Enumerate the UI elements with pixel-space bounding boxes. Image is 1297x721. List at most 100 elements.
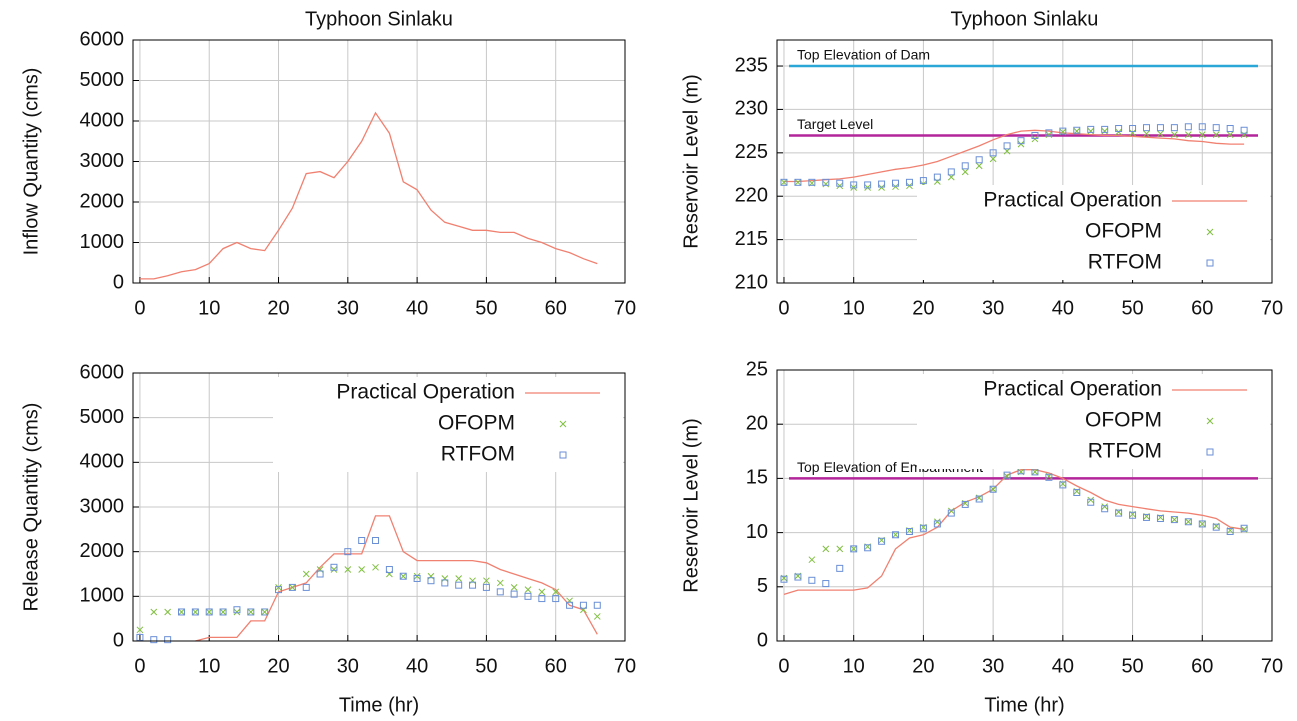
cross-marker xyxy=(164,608,172,616)
cross-marker xyxy=(1101,127,1109,135)
x-axis-label: Time (hr) xyxy=(984,694,1064,716)
square-marker xyxy=(822,580,830,588)
cross-marker xyxy=(1240,131,1248,138)
cross-marker xyxy=(427,572,435,580)
x-tick-label: 40 xyxy=(406,297,428,319)
cross-marker xyxy=(822,180,830,188)
square-marker xyxy=(933,520,941,528)
cross-marker xyxy=(289,584,296,591)
x-axis-label: Time (hr) xyxy=(339,694,419,716)
square-marker xyxy=(413,574,421,582)
square-marker xyxy=(1143,124,1151,132)
y-tick-label: 1000 xyxy=(80,231,125,253)
x-tick-label: 60 xyxy=(1191,655,1213,677)
square-marker xyxy=(372,537,380,544)
plot-frame xyxy=(776,369,1273,642)
x-tick-label: 30 xyxy=(982,655,1004,677)
square-marker xyxy=(552,595,560,603)
square-marker xyxy=(399,572,407,580)
square-marker xyxy=(1143,513,1151,521)
square-marker xyxy=(905,178,913,186)
cross-marker xyxy=(150,608,158,616)
square-marker xyxy=(933,173,941,181)
square-marker xyxy=(1045,129,1053,137)
x-tick-label: 20 xyxy=(912,655,934,677)
square-marker xyxy=(1017,137,1025,145)
square-marker xyxy=(1226,528,1234,536)
square-marker xyxy=(1240,126,1248,134)
square-marker xyxy=(247,608,255,616)
square-marker xyxy=(1184,123,1192,131)
square-marker xyxy=(1101,505,1109,513)
square-marker xyxy=(275,586,283,594)
square-marker xyxy=(892,531,900,539)
x-tick-label: 10 xyxy=(198,297,220,319)
square-marker xyxy=(878,180,886,188)
x-tick-label: 30 xyxy=(337,655,359,677)
square-marker xyxy=(261,608,269,616)
y-tick-label: 15 xyxy=(746,467,768,489)
x-tick-label: 0 xyxy=(778,297,789,319)
x-tick-label: 50 xyxy=(1121,297,1143,319)
square-marker xyxy=(989,485,997,493)
x-tick-label: 20 xyxy=(267,297,289,319)
square-marker xyxy=(794,178,802,186)
cross-marker xyxy=(836,545,844,553)
square-marker xyxy=(496,588,504,596)
square-marker xyxy=(1003,142,1011,150)
legend-label: Practical Operation xyxy=(336,381,515,404)
square-marker xyxy=(1184,518,1192,526)
x-tick-label: 40 xyxy=(406,655,428,677)
cross-marker xyxy=(1184,131,1192,138)
y-tick-label: 10 xyxy=(746,521,768,543)
square-marker xyxy=(1059,481,1067,489)
square-marker xyxy=(344,548,352,556)
cross-marker xyxy=(538,588,546,596)
cross-marker xyxy=(1198,520,1206,528)
reference-label: Target Level xyxy=(797,116,873,132)
square-marker xyxy=(1212,523,1220,531)
y-axis-label: Inflow Quantity (cms) xyxy=(20,68,42,256)
square-marker xyxy=(961,500,969,508)
x-tick-label: 0 xyxy=(134,655,145,677)
cross-marker xyxy=(822,545,830,553)
x-tick-label: 50 xyxy=(475,297,497,319)
x-tick-label: 0 xyxy=(134,297,145,319)
cross-marker xyxy=(580,606,587,614)
square-marker xyxy=(316,570,324,578)
y-tick-label: 5000 xyxy=(80,406,125,428)
square-marker xyxy=(191,608,199,616)
legend-label: RTFOM xyxy=(1088,440,1162,463)
square-marker xyxy=(864,181,872,189)
cross-marker xyxy=(947,507,955,515)
square-marker xyxy=(1101,125,1109,133)
square-marker xyxy=(1198,123,1206,131)
x-tick-label: 0 xyxy=(778,655,789,677)
y-tick-label: 4000 xyxy=(80,109,125,131)
cross-marker xyxy=(302,570,310,578)
cross-marker xyxy=(178,608,185,616)
x-tick-label: 70 xyxy=(1261,655,1283,677)
square-marker xyxy=(205,608,213,616)
series-line xyxy=(195,515,598,642)
cross-marker xyxy=(192,608,199,616)
x-tick-label: 60 xyxy=(545,297,567,319)
square-marker xyxy=(178,608,186,616)
legend-swatch xyxy=(1206,259,1214,267)
square-marker xyxy=(566,601,574,609)
y-tick-label: 210 xyxy=(735,271,768,293)
cross-marker xyxy=(961,168,969,176)
cross-marker xyxy=(975,162,983,170)
x-tick-label: 50 xyxy=(1121,655,1143,677)
x-tick-label: 70 xyxy=(614,655,636,677)
cross-marker xyxy=(455,575,463,582)
cross-marker xyxy=(1157,130,1164,138)
cross-marker xyxy=(989,155,997,163)
square-marker xyxy=(150,636,158,644)
y-tick-label: 0 xyxy=(757,629,768,651)
legend-swatch xyxy=(559,451,567,459)
x-tick-label: 10 xyxy=(843,297,865,319)
square-marker xyxy=(510,590,518,598)
square-marker xyxy=(780,178,788,186)
square-marker xyxy=(794,573,802,581)
